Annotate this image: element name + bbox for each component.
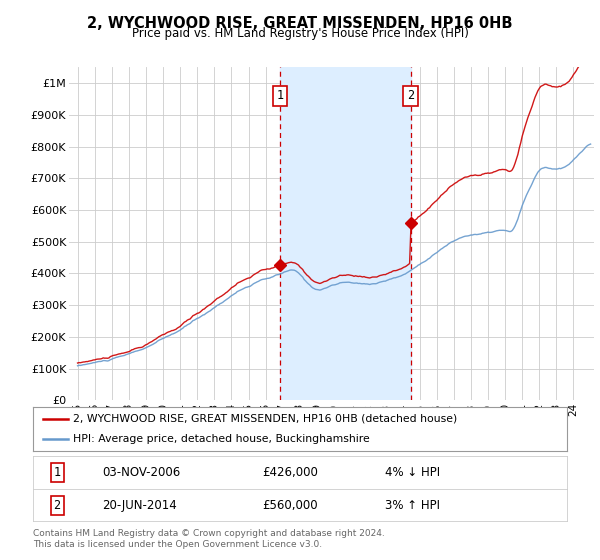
Text: HPI: Average price, detached house, Buckinghamshire: HPI: Average price, detached house, Buck… — [73, 434, 370, 444]
Text: 3% ↑ HPI: 3% ↑ HPI — [385, 498, 440, 512]
Text: 1: 1 — [53, 466, 61, 479]
Text: 2, WYCHWOOD RISE, GREAT MISSENDEN, HP16 0HB: 2, WYCHWOOD RISE, GREAT MISSENDEN, HP16 … — [87, 16, 513, 31]
Text: 20-JUN-2014: 20-JUN-2014 — [103, 498, 177, 512]
Text: 1: 1 — [277, 89, 284, 102]
Text: 03-NOV-2006: 03-NOV-2006 — [103, 466, 181, 479]
Text: 4% ↓ HPI: 4% ↓ HPI — [385, 466, 440, 479]
Text: £426,000: £426,000 — [263, 466, 319, 479]
Text: Price paid vs. HM Land Registry's House Price Index (HPI): Price paid vs. HM Land Registry's House … — [131, 27, 469, 40]
Text: Contains HM Land Registry data © Crown copyright and database right 2024.
This d: Contains HM Land Registry data © Crown c… — [33, 529, 385, 549]
Bar — [280, 67, 410, 400]
Text: 2, WYCHWOOD RISE, GREAT MISSENDEN, HP16 0HB (detached house): 2, WYCHWOOD RISE, GREAT MISSENDEN, HP16 … — [73, 414, 457, 424]
Text: £560,000: £560,000 — [263, 498, 318, 512]
Text: 2: 2 — [407, 89, 414, 102]
Text: 2: 2 — [53, 498, 61, 512]
